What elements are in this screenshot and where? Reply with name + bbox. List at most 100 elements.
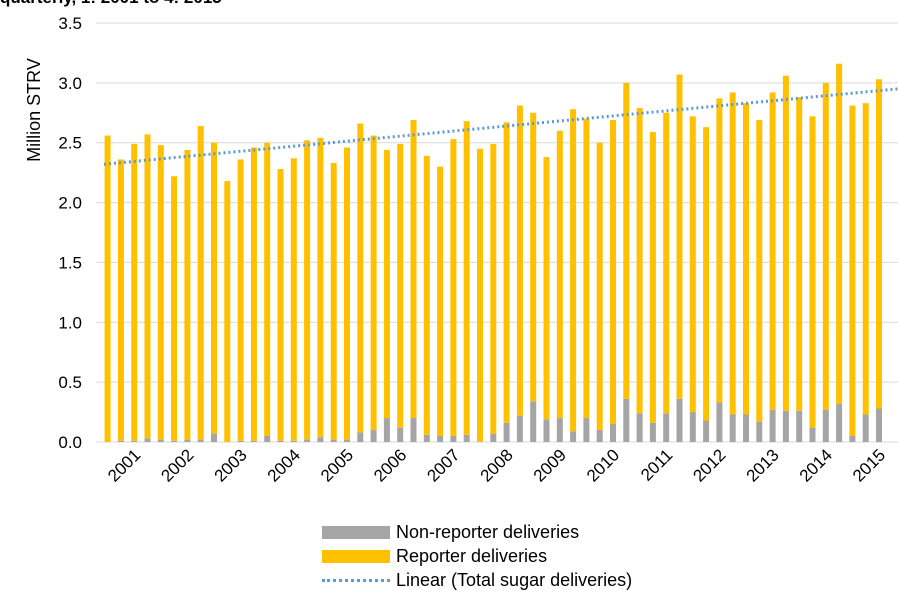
y-tick-label: 1.5 bbox=[58, 253, 82, 272]
bar-non-reporter bbox=[610, 424, 616, 442]
bar-non-reporter bbox=[171, 440, 178, 442]
bar-non-reporter bbox=[543, 419, 550, 442]
chart-title: quarterly, 1: 2001 to 4: 2015 bbox=[0, 0, 222, 8]
bar-non-reporter bbox=[503, 422, 510, 442]
bar-reporter bbox=[370, 135, 377, 431]
legend-swatch-non-reporter bbox=[322, 525, 390, 539]
bar-reporter bbox=[344, 147, 350, 440]
bar-reporter bbox=[290, 158, 297, 441]
bar-non-reporter bbox=[836, 403, 843, 442]
bar-non-reporter bbox=[676, 398, 683, 442]
legend-item-linear: Linear (Total sugar deliveries) bbox=[322, 568, 632, 592]
bar-reporter bbox=[636, 107, 643, 414]
y-tick-label: 3.5 bbox=[58, 14, 82, 33]
bar-reporter bbox=[437, 166, 444, 437]
bar-reporter bbox=[224, 181, 231, 442]
y-tick-label: 0.0 bbox=[58, 433, 82, 452]
x-tick-label: 2013 bbox=[743, 445, 783, 485]
legend-item-non-reporter: Non-reporter deliveries bbox=[322, 520, 632, 544]
x-tick-label: 2004 bbox=[264, 445, 304, 485]
bar-reporter bbox=[663, 112, 670, 414]
legend-label-non-reporter: Non-reporter deliveries bbox=[396, 521, 580, 542]
bar-non-reporter bbox=[144, 438, 151, 442]
bar-reporter bbox=[423, 155, 430, 435]
bar-reporter bbox=[317, 137, 324, 438]
bar-non-reporter bbox=[530, 401, 537, 442]
bar-non-reporter bbox=[184, 439, 191, 442]
bar-reporter bbox=[171, 176, 178, 441]
x-tick-label: 2015 bbox=[849, 445, 889, 485]
x-tick-label: 2008 bbox=[477, 445, 517, 485]
bar-reporter bbox=[516, 105, 523, 416]
bar-non-reporter bbox=[290, 440, 297, 442]
x-tick-label: 2001 bbox=[104, 445, 144, 485]
bar-reporter bbox=[570, 109, 577, 432]
legend-label-linear: Linear (Total sugar deliveries) bbox=[396, 569, 633, 590]
bar-non-reporter bbox=[211, 433, 217, 442]
bar-reporter bbox=[649, 131, 656, 423]
bar-reporter bbox=[490, 143, 497, 434]
y-tick-label: 1.0 bbox=[58, 313, 82, 332]
bar-non-reporter bbox=[344, 439, 350, 442]
bar-reporter bbox=[676, 74, 683, 399]
bar-non-reporter bbox=[516, 415, 523, 442]
bar-reporter bbox=[796, 97, 803, 411]
bar-reporter bbox=[477, 148, 483, 442]
x-tick-label: 2011 bbox=[637, 445, 676, 484]
bar-non-reporter bbox=[131, 440, 138, 442]
bar-reporter bbox=[117, 159, 124, 441]
bar-non-reporter bbox=[423, 434, 430, 442]
bar-non-reporter bbox=[663, 413, 670, 442]
bar-reporter bbox=[876, 79, 882, 409]
bar-reporter bbox=[716, 98, 723, 403]
bar-reporter bbox=[184, 149, 191, 440]
bar-reporter bbox=[463, 121, 470, 435]
bar-non-reporter bbox=[756, 421, 763, 442]
bar-non-reporter bbox=[250, 440, 257, 442]
trendline bbox=[103, 87, 898, 166]
x-axis-ticks: 2001 2002 2003 2004 2005 2006 2007 2008 2009 2010… bbox=[104, 445, 889, 485]
bar-reporter bbox=[211, 142, 217, 434]
bar-reporter bbox=[397, 143, 404, 428]
bar-reporter bbox=[357, 123, 364, 433]
bar-non-reporter bbox=[370, 430, 377, 442]
bar-reporter bbox=[503, 122, 510, 423]
bar-non-reporter bbox=[264, 436, 271, 442]
bar-reporter bbox=[782, 75, 789, 411]
bar-non-reporter bbox=[304, 439, 311, 442]
bar-reporter bbox=[264, 142, 271, 437]
bar-non-reporter bbox=[237, 440, 244, 442]
bar-non-reporter bbox=[809, 427, 816, 442]
bar-non-reporter bbox=[689, 412, 696, 442]
bar-non-reporter bbox=[357, 432, 364, 442]
bar-reporter bbox=[556, 130, 563, 419]
x-tick-label: 2009 bbox=[530, 445, 570, 485]
x-tick-label: 2002 bbox=[157, 445, 197, 485]
bar-non-reporter bbox=[490, 433, 497, 442]
bar-non-reporter bbox=[743, 414, 749, 442]
bar-reporter bbox=[689, 116, 696, 413]
bar-reporter bbox=[131, 143, 138, 441]
y-tick-label: 2.0 bbox=[58, 194, 82, 213]
bar-non-reporter bbox=[277, 440, 284, 442]
bar-reporter bbox=[836, 63, 843, 404]
bar-reporter bbox=[450, 139, 457, 437]
bar-non-reporter bbox=[583, 418, 590, 442]
bar-non-reporter bbox=[769, 409, 776, 442]
bar-reporter bbox=[104, 135, 111, 442]
bar-non-reporter bbox=[463, 434, 470, 442]
bar-non-reporter bbox=[876, 408, 882, 442]
bar-non-reporter bbox=[157, 439, 164, 442]
bar-reporter bbox=[822, 82, 829, 410]
bar-reporter bbox=[543, 157, 550, 420]
bar-reporter bbox=[330, 163, 337, 440]
bar-reporter bbox=[769, 92, 776, 410]
bar-reporter bbox=[729, 92, 736, 415]
bar-non-reporter bbox=[437, 436, 444, 442]
bar-reporter bbox=[530, 112, 537, 402]
bar-non-reporter bbox=[570, 431, 577, 442]
x-tick-label: 2005 bbox=[317, 445, 357, 485]
bar-reporter bbox=[610, 119, 616, 425]
bar-non-reporter bbox=[556, 418, 563, 442]
